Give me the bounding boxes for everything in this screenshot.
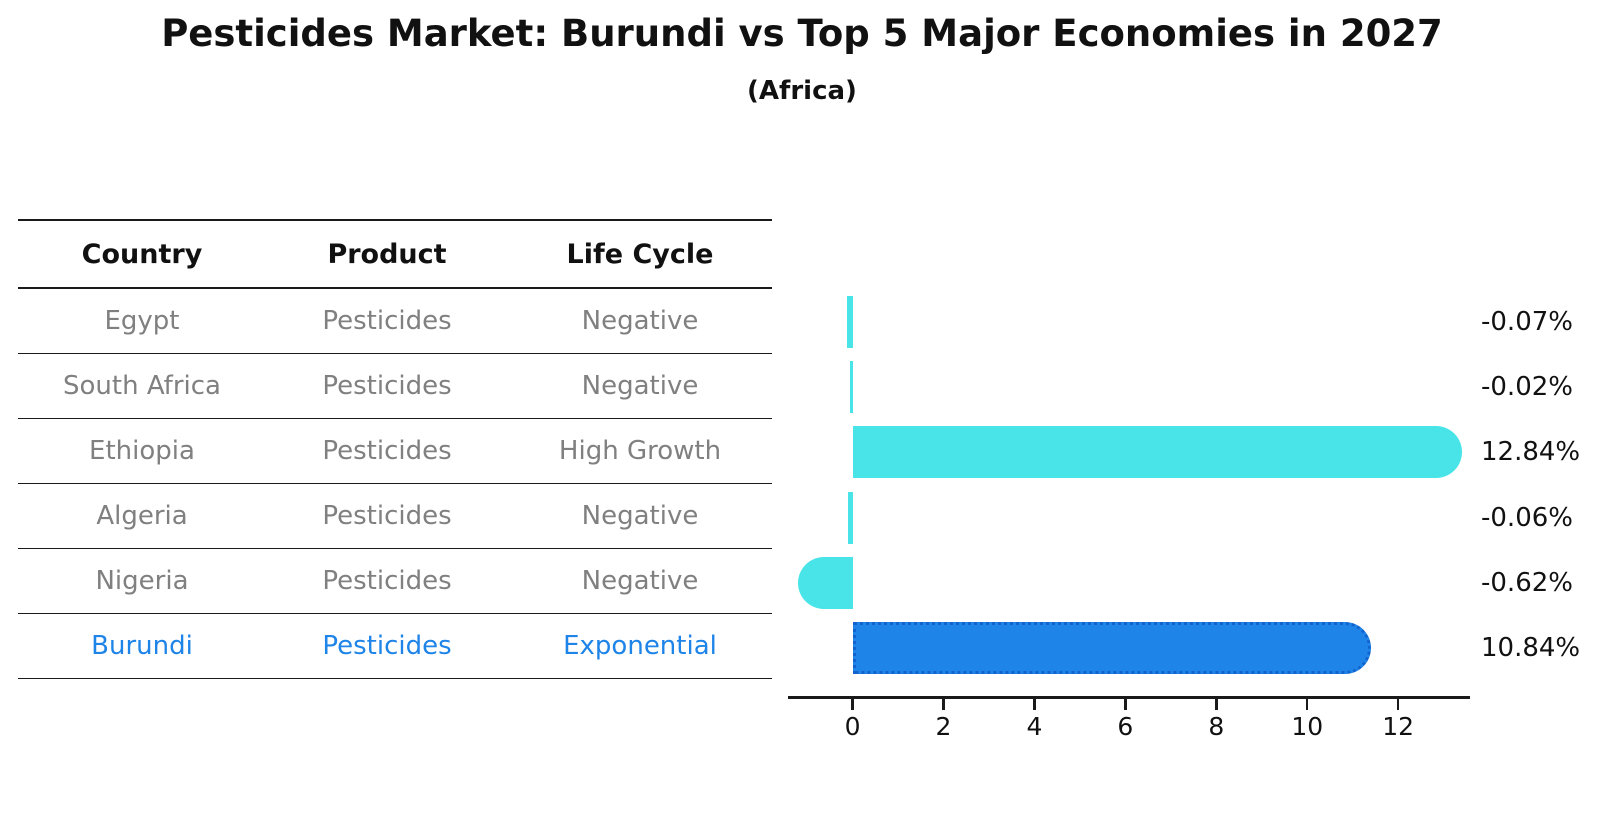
cell-lifecycle: High Growth [558, 436, 722, 466]
cell-country: Burundi [91, 631, 193, 661]
x-tick-mark [1305, 698, 1309, 710]
x-tick-mark [942, 698, 945, 710]
country-table: Country Product Life Cycle Egypt Pesticides N… [18, 219, 772, 679]
x-tick-label: 10 [1291, 712, 1324, 741]
chart-title: Pesticides Market: Burundi vs Top 5 Majo… [161, 12, 1443, 55]
bar-value-label-south-africa: -0.02% [1481, 372, 1573, 403]
x-tick-label: 6 [1117, 712, 1134, 741]
bar-burundi [852, 622, 1372, 674]
table-row-south-africa: South Africa Pesticides Negative [18, 354, 772, 419]
bar-value-label-egypt: -0.07% [1481, 307, 1573, 337]
x-tick-mark [1033, 698, 1036, 710]
cell-lifecycle: Negative [581, 306, 699, 336]
cell-lifecycle: Negative [581, 371, 699, 401]
x-tick-mark [1396, 698, 1400, 710]
cell-country: Ethiopia [89, 436, 195, 466]
cell-product: Pesticides [322, 436, 452, 466]
cell-country: South Africa [63, 371, 221, 401]
table-row-egypt: Egypt Pesticides Negative [18, 289, 772, 354]
table-header-row: Country Product Life Cycle [18, 219, 772, 289]
bar-value-label-ethiopia: 12.84% [1481, 437, 1581, 468]
bar-egypt [847, 296, 853, 348]
cell-product: Pesticides [322, 501, 452, 531]
x-tick-mark [1215, 698, 1218, 710]
x-tick-mark [1124, 698, 1127, 710]
x-tick-label: 2 [935, 712, 952, 741]
table-header-country: Country [81, 238, 203, 270]
cell-product: Pesticides [322, 306, 452, 336]
bar-algeria [847, 491, 853, 544]
x-tick-label: 8 [1208, 712, 1225, 741]
cell-lifecycle: Negative [581, 501, 699, 531]
table-row-algeria: Algeria Pesticides Negative [18, 484, 772, 549]
x-axis-line [788, 696, 1470, 699]
cell-country: Algeria [96, 501, 188, 531]
bar-ethiopia [852, 426, 1463, 479]
table-header-product: Product [327, 238, 447, 270]
table-header-life-cycle: Life Cycle [566, 238, 714, 270]
x-tick-mark [851, 698, 854, 710]
cell-lifecycle: Negative [581, 566, 699, 596]
chart-subtitle: (Africa) [747, 76, 857, 106]
cell-country: Egypt [104, 306, 180, 336]
x-tick-label: 0 [844, 712, 861, 741]
bar-nigeria [798, 556, 853, 609]
x-tick-label: 4 [1026, 712, 1043, 741]
cell-country: Nigeria [95, 566, 189, 596]
cell-product: Pesticides [322, 566, 452, 596]
x-tick-label: 12 [1382, 712, 1415, 741]
bar-value-label-nigeria: -0.62% [1481, 567, 1573, 598]
cell-lifecycle: Exponential [563, 631, 717, 661]
table-row-nigeria: Nigeria Pesticides Negative [18, 549, 772, 614]
cell-product: Pesticides [322, 631, 452, 661]
cell-product: Pesticides [322, 371, 452, 401]
table-row-burundi: Burundi Pesticides Exponential [18, 614, 772, 679]
bar-value-label-algeria: -0.06% [1481, 502, 1573, 533]
table-row-ethiopia: Ethiopia Pesticides High Growth [18, 419, 772, 484]
bar-value-label-burundi: 10.84% [1481, 633, 1581, 663]
bar-south-africa [849, 361, 853, 414]
